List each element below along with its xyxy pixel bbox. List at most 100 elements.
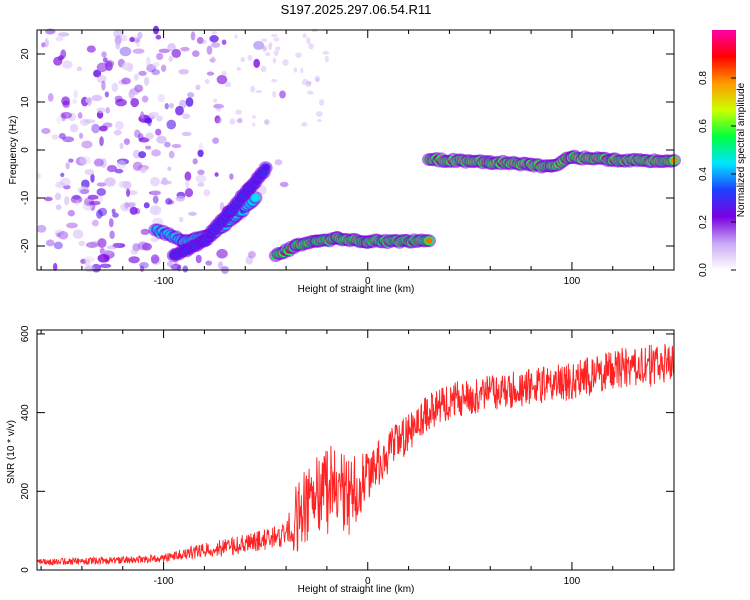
spectrogram-cell	[149, 205, 162, 216]
spectrogram-cell	[96, 182, 107, 187]
spectrogram-cell	[57, 32, 70, 37]
spectrogram-cell	[273, 37, 280, 42]
spectrogram-cell	[116, 160, 127, 169]
spectrogram-cell	[236, 66, 242, 71]
spectrogram-cell	[165, 198, 173, 205]
spectrogram-cell	[178, 68, 190, 75]
snr-y-tick-label: 0	[20, 567, 31, 573]
spectrogram-cell	[216, 248, 228, 259]
spectrogram-cell	[93, 158, 104, 167]
spectrogram-cell	[308, 43, 314, 50]
spectrogram-cell	[36, 224, 47, 233]
spectrogram-cell	[235, 109, 242, 115]
spectrogram-cell	[168, 150, 175, 159]
spectrogram-cell	[185, 97, 194, 107]
spectrogram-cell	[170, 263, 182, 270]
spectrogram-cell	[293, 67, 298, 73]
spectrogram-y-tick-label: -20	[20, 238, 31, 253]
spectrogram-cell	[212, 137, 220, 144]
spectrogram-cell	[250, 85, 256, 93]
spectrogram-cell	[135, 38, 141, 47]
spectrogram-cell	[65, 162, 70, 170]
snr-plot-area	[37, 330, 674, 570]
spectrogram-cell	[260, 65, 267, 73]
colorbar-scale	[712, 30, 736, 270]
spectrogram-cell	[197, 149, 204, 158]
spectrogram-x-tick-label: -100	[154, 276, 174, 287]
spectrogram-cell	[209, 58, 214, 63]
spectrogram-cell	[44, 196, 53, 202]
spectrogram-x-tick-label: 100	[564, 276, 581, 287]
spectrogram-cell	[155, 128, 162, 136]
spectrogram-cell	[268, 45, 272, 51]
spectrogram-cell	[245, 255, 254, 265]
spectrogram-cell	[91, 94, 103, 102]
spectrogram-cell	[272, 57, 277, 64]
spectrogram-cell	[148, 111, 159, 118]
spectrogram-cell	[192, 158, 198, 165]
spectrogram-cell	[160, 64, 167, 72]
spectrogram-cell	[91, 123, 100, 134]
spectrogram-cell	[282, 59, 289, 66]
spectrogram-cell	[127, 190, 138, 196]
spectrogram-cell	[252, 194, 259, 201]
spectrogram-cell	[118, 180, 129, 189]
spectrogram-marks	[36, 25, 681, 274]
snr-panel: -100 0 100 0 200 400 600 Height of straight li…	[6, 325, 675, 595]
spectrogram-cell	[55, 204, 62, 211]
spectrogram-cell	[129, 36, 135, 43]
spectrogram-cell	[137, 133, 144, 141]
spectrogram-cell	[53, 241, 63, 250]
spectrogram-cell	[86, 45, 96, 53]
spectrogram-cell	[115, 40, 121, 50]
spectrogram-cell	[60, 111, 72, 119]
spectrogram-cell	[224, 81, 232, 88]
spectrogram-cell	[195, 174, 207, 183]
spectrogram-cell	[221, 39, 227, 45]
spectrogram-cell	[203, 189, 211, 197]
spectrogram-cell	[210, 56, 216, 63]
spectrogram-cell	[133, 73, 139, 81]
spectrogram-cell	[252, 122, 256, 127]
spectrogram-cell	[178, 216, 184, 223]
spectrogram-cell	[132, 161, 143, 172]
spectrogram-cell	[252, 115, 256, 119]
snr-x-tick-label: 100	[564, 576, 581, 587]
spectrogram-cell	[213, 103, 225, 109]
spectrogram-cell	[156, 135, 167, 144]
snr-y-tick-label: 600	[20, 325, 31, 342]
spectrogram-cell	[144, 76, 150, 86]
spectrogram-cell	[78, 240, 86, 247]
spectrogram-cell	[113, 29, 123, 39]
spectrogram-cell	[61, 96, 71, 106]
spectrogram-cell	[67, 209, 75, 217]
spectrogram-cell	[316, 119, 322, 123]
spectrogram-cell	[120, 34, 128, 42]
spectrogram-cell	[195, 84, 201, 91]
spectrogram-cell	[86, 241, 98, 248]
spectrogram-cell	[140, 228, 150, 235]
spectrogram-cell	[140, 111, 145, 119]
spectrogram-cell	[79, 132, 84, 139]
spectrogram-cell	[99, 263, 112, 269]
spectrogram-cell	[138, 151, 147, 159]
spectrogram-cell	[168, 102, 175, 109]
spectrogram-cell	[196, 36, 204, 45]
spectrogram-cell	[125, 188, 131, 197]
spectrogram-cell	[216, 117, 223, 124]
spectrogram-cell	[184, 171, 192, 182]
spectrogram-cell	[138, 70, 147, 76]
spectrogram-y-tick-label: -10	[20, 190, 31, 205]
spectrogram-cell	[101, 80, 106, 91]
spectrogram-cell	[271, 78, 278, 83]
spectrogram-cell	[119, 142, 124, 150]
spectrogram-cell	[96, 62, 108, 73]
spectrogram-cell	[68, 158, 74, 163]
spectrogram-cell	[111, 82, 119, 93]
spectrogram-cell	[41, 42, 46, 48]
spectrogram-cell	[260, 38, 268, 43]
spectrogram-cell	[150, 254, 160, 264]
spectrogram-cell	[188, 211, 197, 216]
